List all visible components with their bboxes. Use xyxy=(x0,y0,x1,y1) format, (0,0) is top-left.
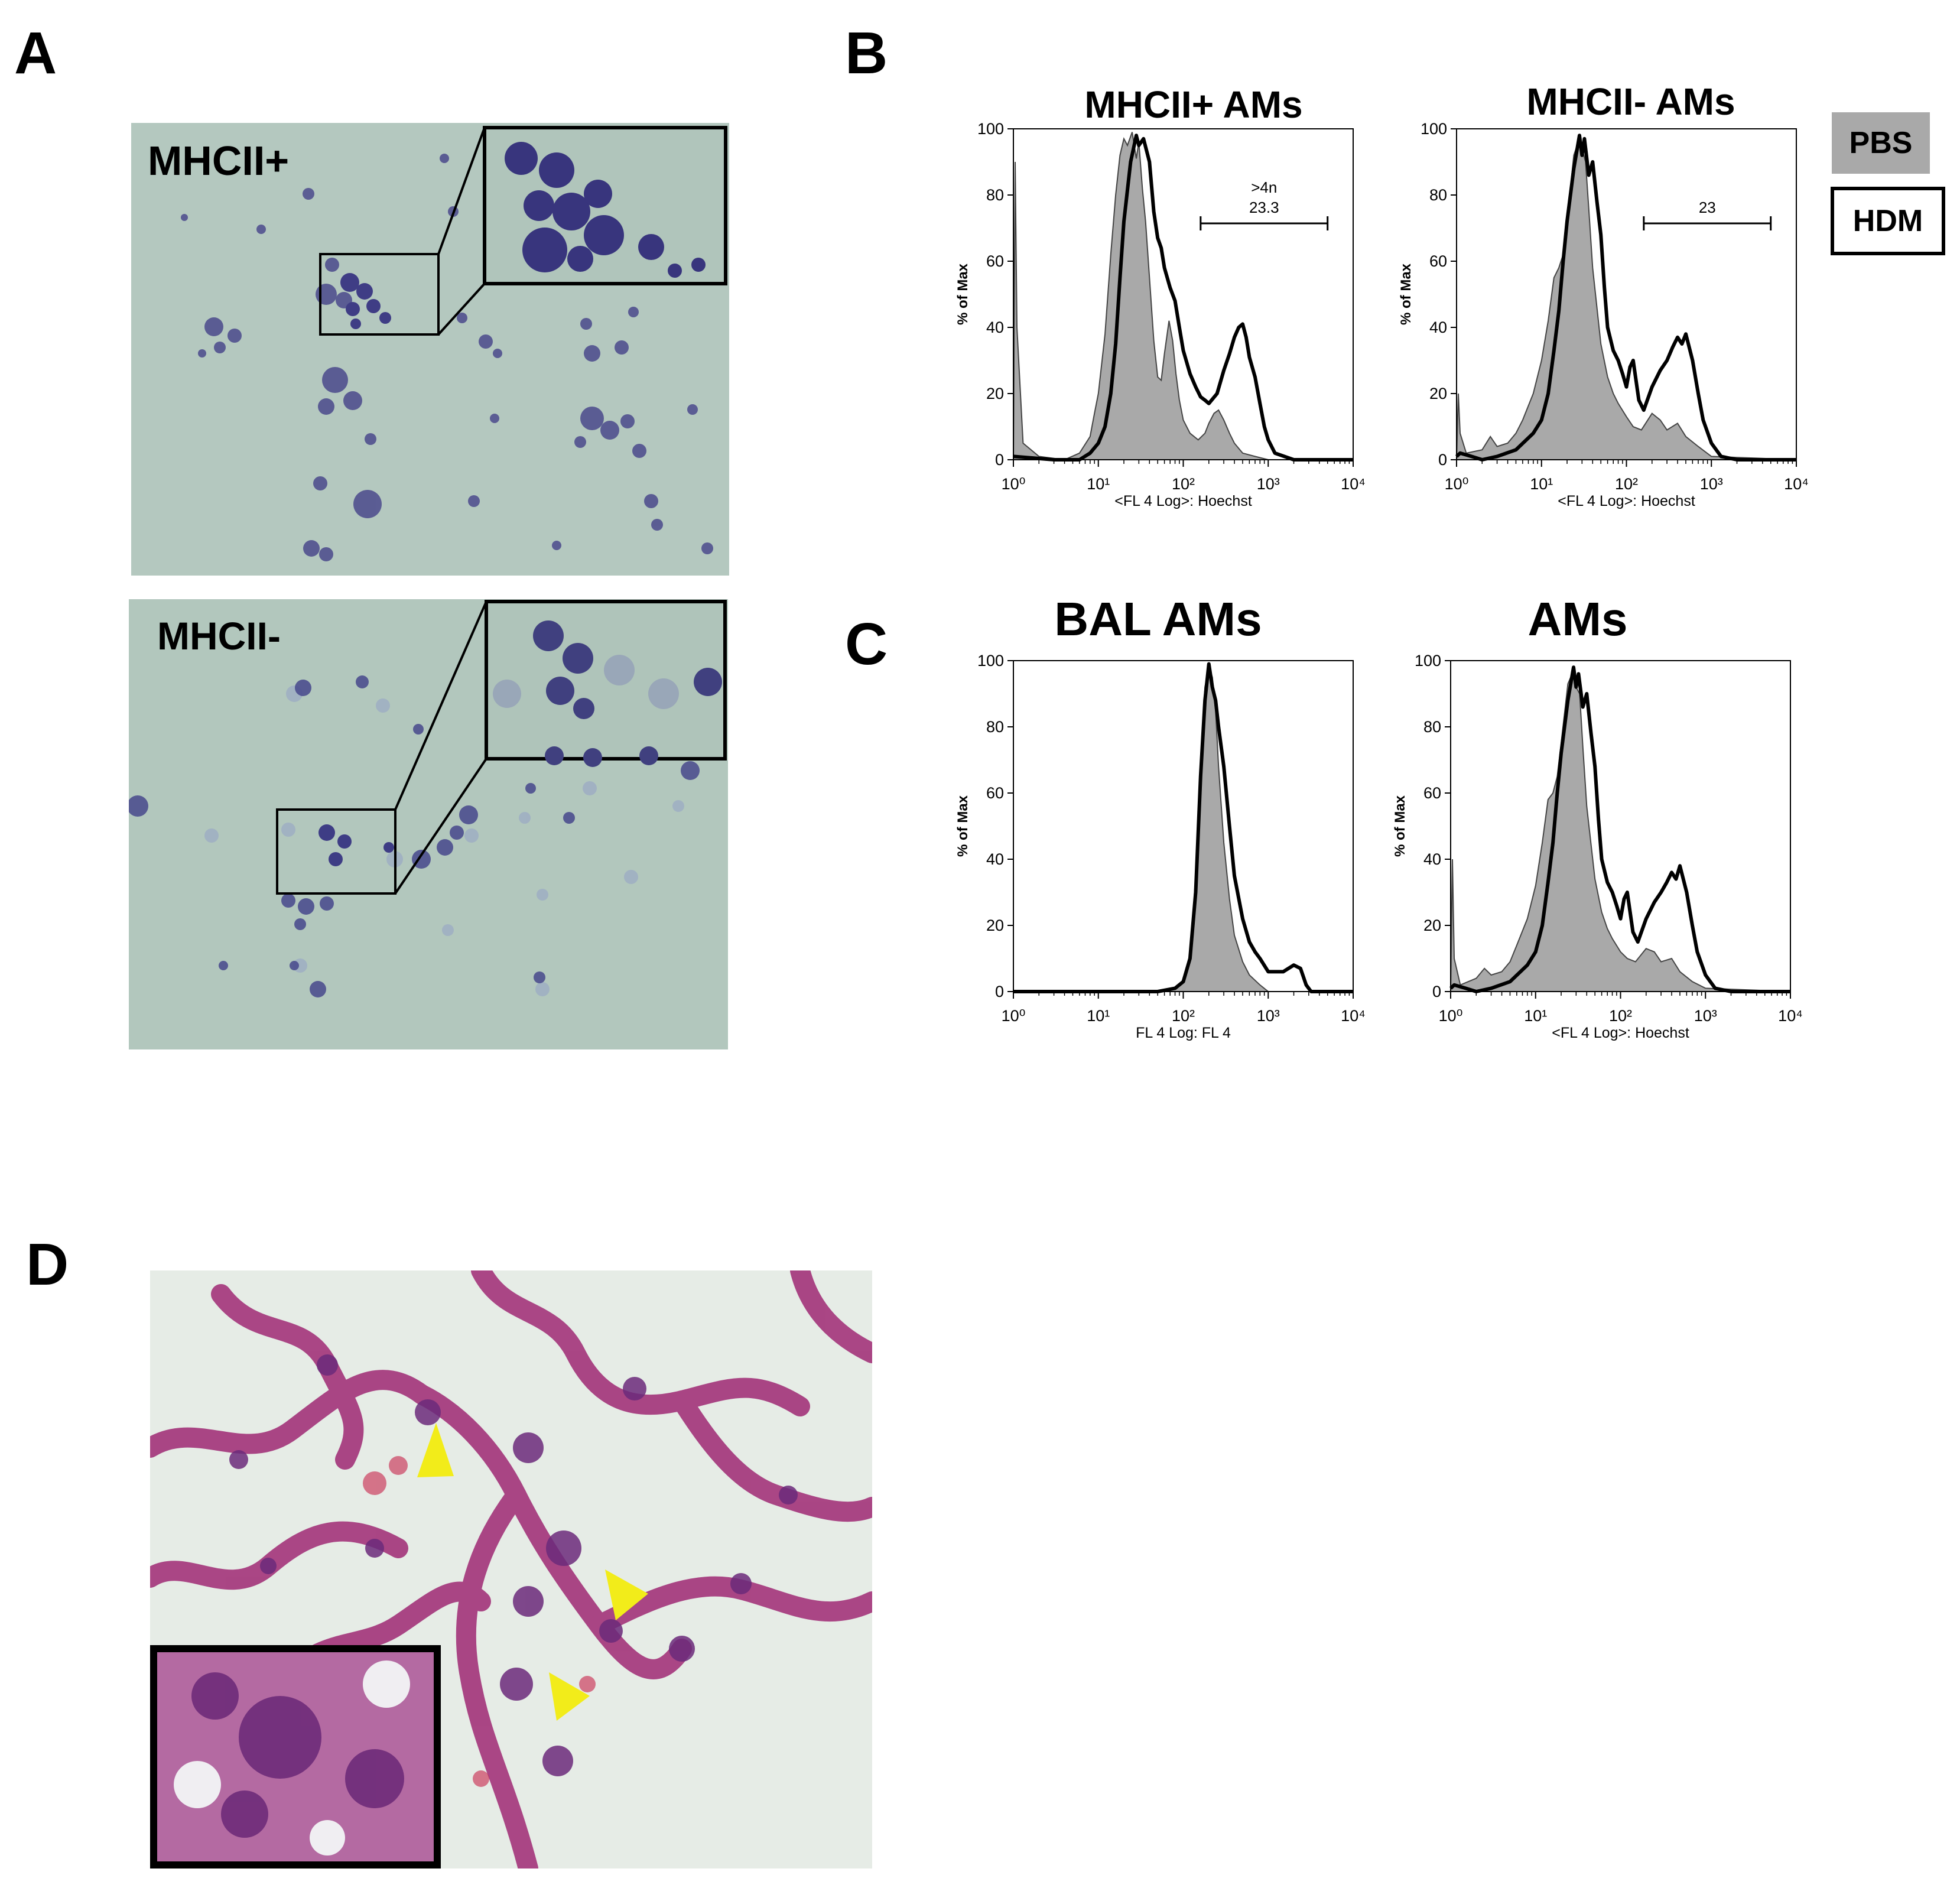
x-axis-label: <FL 4 Log>: Hoechst xyxy=(1558,493,1695,509)
histogram-mhcii-negative-ams: 0 20 40 60 80 100 10⁰ 10¹ 10² 10³ 10⁴ <FL 4 Log>: H… xyxy=(1398,120,1809,509)
legend-hdm-label: HDM xyxy=(1852,204,1923,238)
series-pbs-area xyxy=(1455,137,1797,460)
panel-letter-c: C xyxy=(845,611,888,677)
y-tick-label: 60 xyxy=(986,784,1004,802)
y-tick-label: 0 xyxy=(995,983,1004,1000)
x-tick-label: 10⁴ xyxy=(1341,1007,1366,1025)
gate-label-line2: 23.3 xyxy=(1249,199,1279,216)
x-tick-label: 10⁴ xyxy=(1341,475,1366,493)
y-tick-label: 80 xyxy=(986,186,1004,204)
legend-pbs: PBS xyxy=(1832,112,1930,174)
x-tick-label: 10⁰ xyxy=(1002,1007,1026,1025)
x-tick-label: 10¹ xyxy=(1530,475,1553,493)
y-tick-label: 100 xyxy=(1421,120,1447,138)
y-tick-label: 0 xyxy=(1432,983,1441,1000)
y-tick-label: 20 xyxy=(986,917,1004,934)
x-tick-label: 10⁴ xyxy=(1784,475,1809,493)
series-pbs-area xyxy=(1449,668,1791,992)
x-tick-label: 10³ xyxy=(1694,1007,1717,1025)
x-axis-label: FL 4 Log: FL 4 xyxy=(1136,1025,1231,1041)
series-hdm-line xyxy=(1449,665,1790,993)
panel-letter-b: B xyxy=(845,20,888,86)
micrograph-label-mhcii-negative: MHCII- xyxy=(157,614,281,658)
plot-frame xyxy=(1450,660,1791,992)
legend-pbs-label: PBS xyxy=(1849,126,1913,160)
y-tick-label: 40 xyxy=(1423,850,1441,868)
x-tick-label: 10⁴ xyxy=(1778,1007,1803,1025)
panel-letter-d: D xyxy=(26,1231,69,1298)
series-pbs-area xyxy=(1013,665,1353,992)
x-tick-label: 10² xyxy=(1615,475,1638,493)
plot-frame xyxy=(1456,128,1797,460)
chart-title-mhcii-positive-ams: MHCII+ AMs xyxy=(1084,83,1303,126)
x-tick-label: 10³ xyxy=(1257,1007,1280,1025)
histogram-bal-ams: 0 20 40 60 80 100 10⁰ 10¹ 10² 10³ 10⁴ FL 4 Log: FL … xyxy=(955,652,1366,1041)
histology-lung-section xyxy=(150,1270,872,1868)
chart-title-ams: AMs xyxy=(1527,593,1628,645)
plot-frame xyxy=(1013,128,1354,460)
x-tick-label: 10⁰ xyxy=(1445,475,1469,493)
chart-title-mhcii-negative-ams: MHCII- AMs xyxy=(1526,80,1735,123)
y-axis-label: % of Max xyxy=(1392,795,1408,857)
x-tick-label: 10⁰ xyxy=(1002,475,1026,493)
series-hdm-line xyxy=(1013,134,1353,462)
y-axis-label: % of Max xyxy=(1398,263,1414,325)
panel-letter-a: A xyxy=(14,20,57,86)
y-tick-label: 40 xyxy=(1429,319,1447,336)
gate-label-line1: >4n xyxy=(1251,178,1277,196)
x-tick-label: 10³ xyxy=(1257,475,1280,493)
y-tick-label: 20 xyxy=(986,385,1004,402)
series-pbs-area xyxy=(1012,132,1353,461)
y-tick-label: 40 xyxy=(986,850,1004,868)
y-tick-label: 80 xyxy=(1429,186,1447,204)
histogram-ams: 0 20 40 60 80 100 10⁰ 10¹ 10² 10³ 10⁴ <FL 4 Log>: H… xyxy=(1392,652,1803,1041)
x-tick-label: 10³ xyxy=(1700,475,1723,493)
y-tick-label: 100 xyxy=(1415,652,1441,670)
x-tick-label: 10² xyxy=(1172,475,1195,493)
y-tick-label: 100 xyxy=(977,652,1004,670)
micrograph-mhcii-negative: MHCII- xyxy=(129,599,728,1049)
y-axis-label: % of Max xyxy=(955,795,971,857)
y-tick-label: 20 xyxy=(1429,385,1447,402)
x-tick-label: 10¹ xyxy=(1087,1007,1110,1025)
x-axis-label: <FL 4 Log>: Hoechst xyxy=(1552,1025,1689,1041)
y-tick-label: 0 xyxy=(1438,451,1447,469)
series-hdm-line xyxy=(1455,134,1796,462)
x-tick-label: 10² xyxy=(1609,1007,1632,1025)
y-tick-label: 40 xyxy=(986,319,1004,336)
histogram-mhcii-positive-ams: 0 20 40 60 80 100 10⁰ 10¹ 10² 10³ 10⁴ <FL 4 Log>: H… xyxy=(955,120,1366,509)
legend-hdm: HDM xyxy=(1831,187,1945,255)
y-tick-label: 0 xyxy=(995,451,1004,469)
y-tick-label: 60 xyxy=(1423,784,1441,802)
micrograph-mhcii-positive: MHCII+ xyxy=(131,123,729,576)
y-axis-label: % of Max xyxy=(955,263,971,325)
series-hdm-line xyxy=(1013,662,1353,993)
x-tick-label: 10¹ xyxy=(1087,475,1110,493)
y-tick-label: 80 xyxy=(1423,718,1441,736)
plot-frame xyxy=(1013,660,1354,992)
y-tick-label: 100 xyxy=(977,120,1004,138)
y-tick-label: 80 xyxy=(986,718,1004,736)
chart-title-bal-ams: BAL AMs xyxy=(1054,593,1262,645)
y-tick-label: 60 xyxy=(1429,252,1447,270)
micrograph-label-mhcii-positive: MHCII+ xyxy=(148,138,290,184)
x-tick-label: 10⁰ xyxy=(1439,1007,1463,1025)
y-tick-label: 20 xyxy=(1423,917,1441,934)
y-tick-label: 60 xyxy=(986,252,1004,270)
x-tick-label: 10¹ xyxy=(1524,1007,1547,1025)
x-axis-label: <FL 4 Log>: Hoechst xyxy=(1114,493,1252,509)
gate-label: 23 xyxy=(1699,199,1716,216)
x-tick-label: 10² xyxy=(1172,1007,1195,1025)
